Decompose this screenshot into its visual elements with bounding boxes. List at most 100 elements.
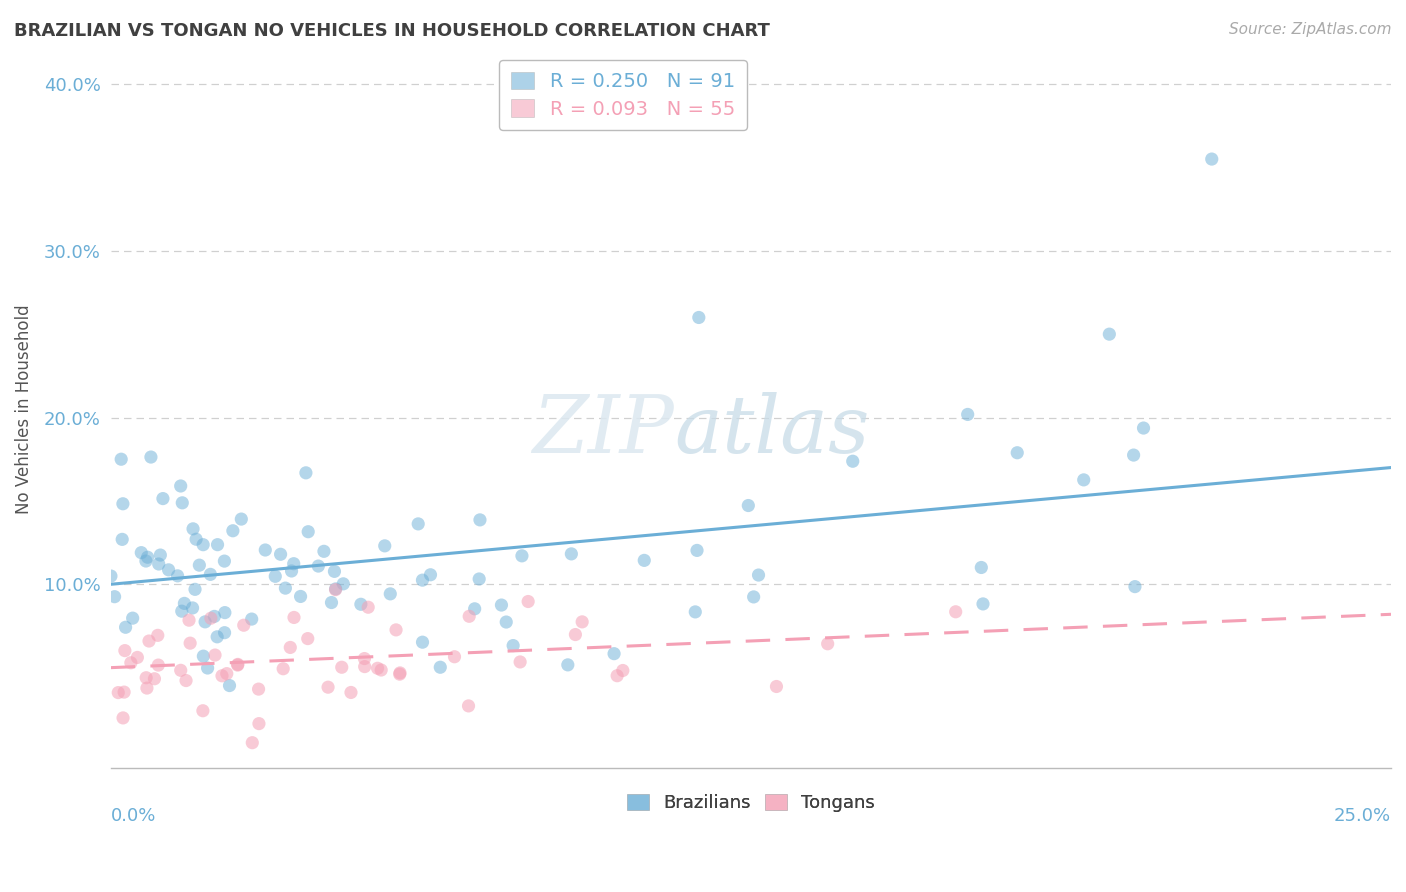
Point [560,547,582,561]
Point [226,658,249,673]
Point [357,600,380,615]
Point [207,538,229,552]
Point [688,310,710,325]
Point [194,615,217,629]
Point [254,543,277,558]
Point [491,598,513,612]
Point [205,630,228,644]
Point [340,685,363,699]
Point [385,623,408,637]
Point [214,606,236,620]
Point [170,663,193,677]
Point [502,639,524,653]
Point [191,538,214,552]
Point [388,667,411,681]
Point [332,577,354,591]
Point [138,634,160,648]
Text: 0.0%: 0.0% [111,807,156,825]
Point [240,736,263,750]
Point [297,632,319,646]
Point [218,679,240,693]
Point [353,651,375,665]
Point [1122,448,1144,462]
Point [191,704,214,718]
Point [146,628,169,642]
Point [1132,421,1154,435]
Point [143,672,166,686]
Point [136,550,159,565]
Point [193,649,215,664]
Point [111,497,134,511]
Point [468,572,491,586]
Point [271,662,294,676]
Point [149,548,172,562]
Point [429,660,451,674]
Point [173,596,195,610]
Point [290,590,312,604]
Point [170,479,193,493]
Point [374,539,396,553]
Point [419,567,441,582]
Point [557,657,579,672]
Point [312,544,335,558]
Point [184,582,207,597]
Point [325,582,347,597]
Point [270,547,292,561]
Point [1098,327,1121,342]
Point [443,649,465,664]
Point [111,533,134,547]
Point [321,595,343,609]
Point [103,590,125,604]
Point [956,408,979,422]
Point [509,655,531,669]
Point [114,620,136,634]
Point [129,546,152,560]
Text: BRAZILIAN VS TONGAN NO VEHICLES IN HOUSEHOLD CORRELATION CHART: BRAZILIAN VS TONGAN NO VEHICLES IN HOUSE… [14,22,770,40]
Point [458,609,481,624]
Point [166,569,188,583]
Point [686,543,709,558]
Point [107,685,129,699]
Point [945,605,967,619]
Point [184,533,207,547]
Point [972,597,994,611]
Point [181,601,204,615]
Point [817,637,839,651]
Point [468,513,491,527]
Point [112,711,135,725]
Point [278,640,301,655]
Point [188,558,211,573]
Point [280,564,302,578]
Point [110,452,132,467]
Point [685,605,707,619]
Point [114,643,136,657]
Point [214,554,236,568]
Legend: Brazilians, Tongans: Brazilians, Tongans [620,787,882,820]
Point [464,602,486,616]
Text: ZIP: ZIP [533,392,673,469]
Point [152,491,174,506]
Point [316,680,339,694]
Point [247,716,270,731]
Point [283,557,305,571]
Point [135,671,157,685]
Point [135,554,157,568]
Point [181,522,204,536]
Point [135,681,157,695]
Point [412,635,434,649]
Point [170,604,193,618]
Point [330,660,353,674]
Point [842,454,865,468]
Y-axis label: No Vehicles in Household: No Vehicles in Household [15,304,32,514]
Point [323,565,346,579]
Point [215,666,238,681]
Point [370,663,392,677]
Point [612,664,634,678]
Point [127,650,149,665]
Point [139,450,162,464]
Point [202,609,225,624]
Point [517,594,540,608]
Point [211,669,233,683]
Point [495,615,517,629]
Point [247,682,270,697]
